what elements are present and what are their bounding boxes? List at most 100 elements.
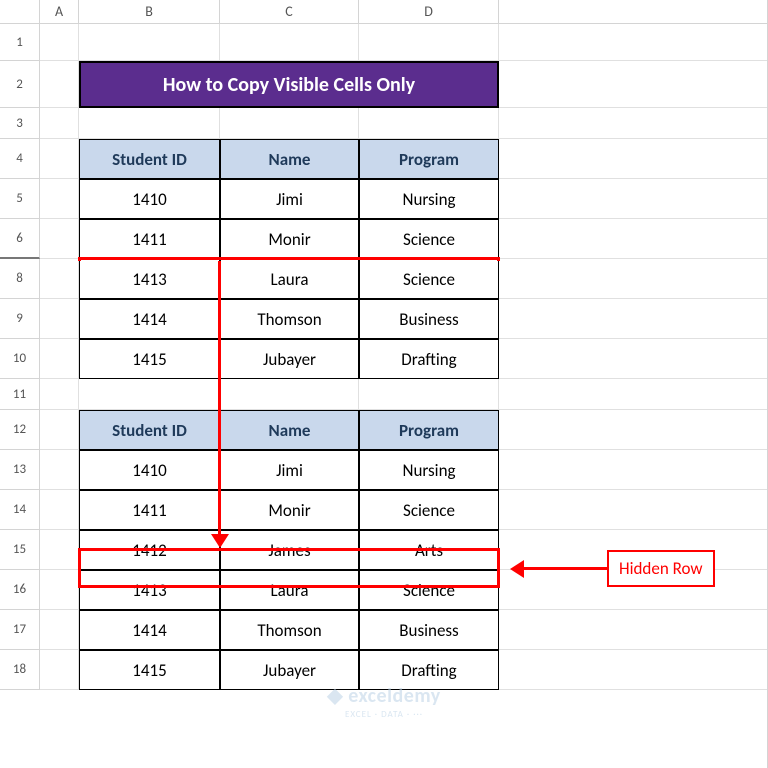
table2-cell[interactable]: Drafting: [359, 650, 499, 690]
col-header-d[interactable]: D: [359, 0, 499, 23]
row-header[interactable]: 10: [0, 339, 40, 379]
row-header[interactable]: 8: [0, 259, 40, 299]
table2-header[interactable]: Program: [359, 410, 499, 450]
table2-cell[interactable]: 1414: [79, 610, 220, 650]
table2-cell[interactable]: Business: [359, 610, 499, 650]
row-header[interactable]: 17: [0, 610, 40, 650]
table2-cell[interactable]: Arts: [359, 530, 499, 570]
row-header[interactable]: 1: [0, 24, 40, 61]
table2-cell[interactable]: 1415: [79, 650, 220, 690]
table1-cell[interactable]: 1415: [79, 339, 220, 379]
table2-cell[interactable]: 1413: [79, 570, 220, 610]
row-header[interactable]: 18: [0, 650, 40, 690]
table2-cell[interactable]: Jubayer: [220, 650, 359, 690]
table1-cell[interactable]: Monir: [220, 219, 359, 259]
col-header-blank[interactable]: [499, 0, 768, 23]
cell[interactable]: [499, 450, 768, 490]
col-header-b[interactable]: B: [79, 0, 220, 23]
cell[interactable]: [499, 610, 768, 650]
cell[interactable]: [499, 299, 768, 339]
cell[interactable]: [79, 24, 220, 61]
table1-cell[interactable]: Science: [359, 219, 499, 259]
table2-cell[interactable]: Laura: [220, 570, 359, 610]
row-header[interactable]: 6: [0, 219, 40, 259]
cell[interactable]: [499, 650, 768, 690]
row-header[interactable]: 12: [0, 410, 40, 450]
cell[interactable]: [499, 410, 768, 450]
table1-cell[interactable]: Thomson: [220, 299, 359, 339]
cell[interactable]: [499, 379, 768, 410]
cell[interactable]: [499, 219, 768, 259]
table1-cell[interactable]: 1413: [79, 259, 220, 299]
table1-cell[interactable]: Jimi: [220, 179, 359, 219]
table1-cell[interactable]: Jubayer: [220, 339, 359, 379]
row-header[interactable]: 5: [0, 179, 40, 219]
table1-header[interactable]: Student ID: [79, 139, 220, 179]
cell[interactable]: [359, 108, 499, 139]
cell[interactable]: [499, 61, 768, 108]
cell[interactable]: [40, 610, 79, 650]
cell[interactable]: [359, 379, 499, 410]
cell[interactable]: [359, 24, 499, 61]
cell[interactable]: [40, 139, 79, 179]
table2-cell[interactable]: 1410: [79, 450, 220, 490]
cell[interactable]: [40, 108, 79, 139]
cell[interactable]: [220, 379, 359, 410]
table1-cell[interactable]: 1410: [79, 179, 220, 219]
cell[interactable]: [499, 259, 768, 299]
table2-cell[interactable]: Science: [359, 570, 499, 610]
table1-cell[interactable]: 1411: [79, 219, 220, 259]
table2-cell[interactable]: Nursing: [359, 450, 499, 490]
row-header[interactable]: 16: [0, 570, 40, 610]
cell[interactable]: [499, 139, 768, 179]
cell[interactable]: [40, 219, 79, 259]
cell[interactable]: [499, 24, 768, 61]
cell[interactable]: [40, 339, 79, 379]
cell[interactable]: [40, 299, 79, 339]
row-header[interactable]: 9: [0, 299, 40, 339]
row-header[interactable]: 13: [0, 450, 40, 490]
table1-cell[interactable]: 1414: [79, 299, 220, 339]
table1-header[interactable]: Name: [220, 139, 359, 179]
table2-cell[interactable]: Jimi: [220, 450, 359, 490]
page-title[interactable]: How to Copy Visible Cells Only: [79, 61, 499, 108]
cell[interactable]: [40, 61, 79, 108]
cell[interactable]: [40, 490, 79, 530]
table2-cell[interactable]: Monir: [220, 490, 359, 530]
table2-cell[interactable]: James: [220, 530, 359, 570]
row-header[interactable]: 2: [0, 61, 40, 108]
table2-header[interactable]: Student ID: [79, 410, 220, 450]
cell[interactable]: [79, 379, 220, 410]
cell[interactable]: [40, 530, 79, 570]
table2-header[interactable]: Name: [220, 410, 359, 450]
table1-header[interactable]: Program: [359, 139, 499, 179]
select-all-corner[interactable]: [0, 0, 40, 23]
cell[interactable]: [40, 450, 79, 490]
cell[interactable]: [79, 108, 220, 139]
cell[interactable]: [40, 24, 79, 61]
table1-cell[interactable]: Nursing: [359, 179, 499, 219]
cell[interactable]: [220, 24, 359, 61]
table2-cell[interactable]: 1412: [79, 530, 220, 570]
col-header-a[interactable]: A: [40, 0, 79, 23]
cell[interactable]: [499, 490, 768, 530]
row-header[interactable]: 14: [0, 490, 40, 530]
table1-cell[interactable]: Science: [359, 259, 499, 299]
table2-cell[interactable]: Science: [359, 490, 499, 530]
row-header[interactable]: 4: [0, 139, 40, 179]
cell[interactable]: [40, 259, 79, 299]
col-header-c[interactable]: C: [220, 0, 359, 23]
row-header[interactable]: 11: [0, 379, 40, 410]
cell[interactable]: [40, 570, 79, 610]
cell[interactable]: [40, 179, 79, 219]
cell[interactable]: [40, 379, 79, 410]
cell[interactable]: [499, 339, 768, 379]
row-header[interactable]: 3: [0, 108, 40, 139]
table1-cell[interactable]: Business: [359, 299, 499, 339]
cell[interactable]: [40, 410, 79, 450]
row-header[interactable]: 15: [0, 530, 40, 570]
table1-cell[interactable]: Laura: [220, 259, 359, 299]
cell[interactable]: [220, 108, 359, 139]
table2-cell[interactable]: 1411: [79, 490, 220, 530]
cell[interactable]: [40, 650, 79, 690]
